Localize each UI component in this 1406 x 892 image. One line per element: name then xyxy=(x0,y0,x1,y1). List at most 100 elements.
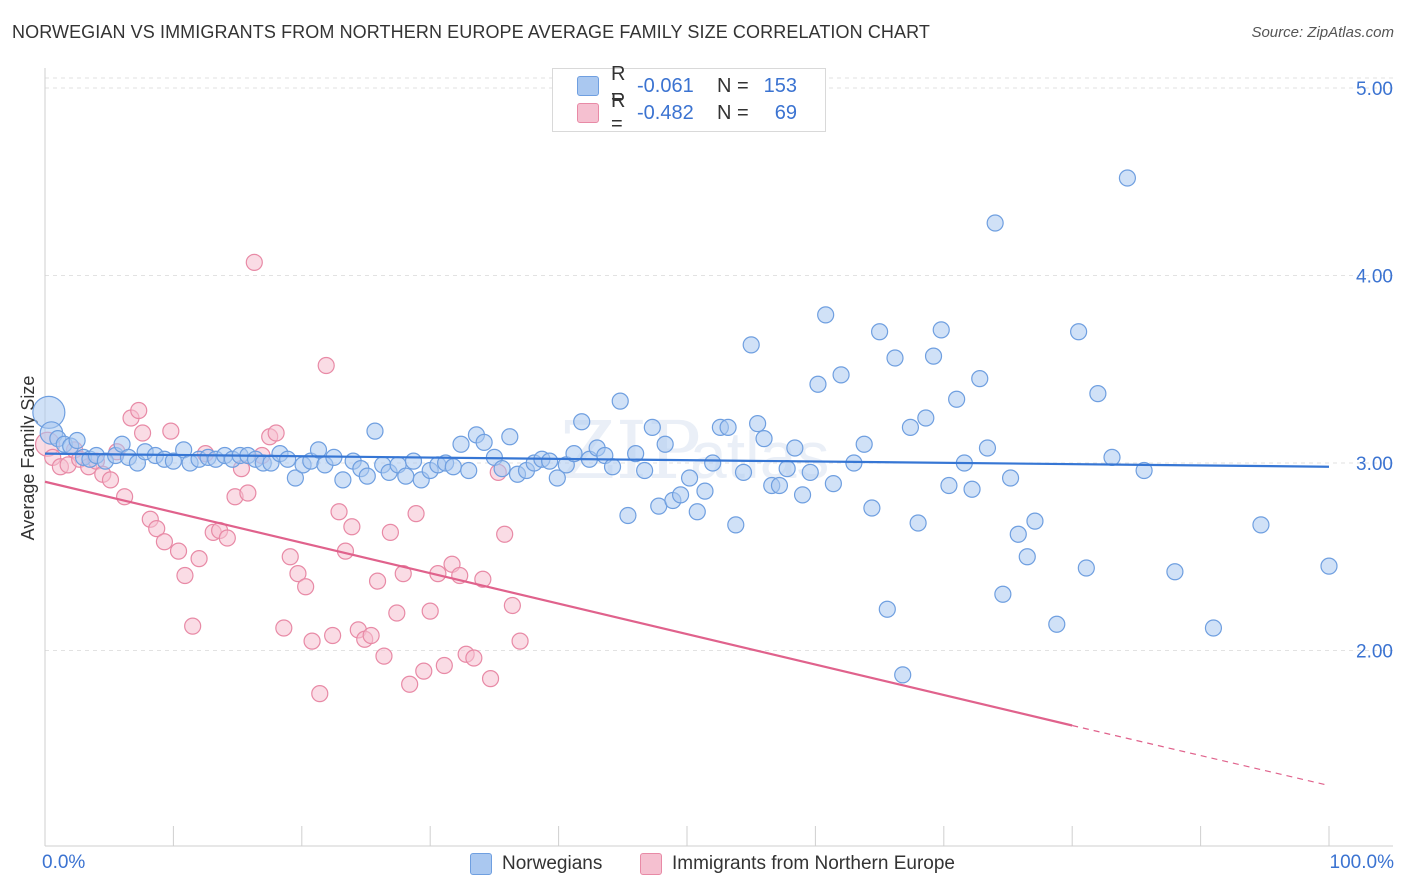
data-point xyxy=(218,529,236,547)
data-point xyxy=(573,413,591,431)
data-point xyxy=(452,435,470,453)
data-point xyxy=(286,469,304,487)
series-immigrants-points xyxy=(34,253,529,703)
data-point xyxy=(289,565,307,583)
data-point xyxy=(501,428,519,446)
data-point xyxy=(334,471,352,489)
data-point xyxy=(245,253,263,271)
correlation-legend: R = -0.061 N = 153 R = -0.482 N = 69 xyxy=(552,63,826,135)
data-point xyxy=(1077,559,1095,577)
data-point xyxy=(778,460,796,478)
y-tick-label: 5.00 xyxy=(1356,79,1393,100)
y-tick-label: 3.00 xyxy=(1356,454,1393,475)
data-point xyxy=(362,626,380,645)
data-point xyxy=(493,460,511,478)
data-point xyxy=(924,347,943,365)
data-point xyxy=(793,486,812,504)
data-point xyxy=(680,469,699,487)
data-point xyxy=(1048,615,1066,633)
y-tick-label: 2.00 xyxy=(1356,642,1393,663)
legend-row-norwegians: R = -0.061 N = 153 xyxy=(577,63,797,108)
data-point xyxy=(133,424,152,442)
data-point xyxy=(1135,461,1153,480)
data-point xyxy=(901,418,920,436)
data-point xyxy=(164,452,182,470)
data-point xyxy=(755,430,773,448)
data-point xyxy=(986,214,1004,232)
data-point xyxy=(656,435,674,453)
data-point xyxy=(1320,557,1338,575)
data-point xyxy=(309,441,328,459)
data-point xyxy=(1001,469,1020,487)
data-point xyxy=(311,685,329,703)
data-point xyxy=(619,506,637,525)
data-point xyxy=(940,476,958,495)
data-point xyxy=(870,323,889,341)
data-point xyxy=(375,647,393,665)
gridlines xyxy=(45,77,1393,651)
n-value: 69 xyxy=(774,101,797,124)
data-point xyxy=(239,484,257,502)
n-label: N = xyxy=(717,101,749,124)
data-point xyxy=(770,476,789,495)
data-point xyxy=(481,670,500,688)
data-point xyxy=(742,336,760,354)
data-point xyxy=(688,503,706,521)
data-point xyxy=(994,585,1012,603)
data-point xyxy=(671,486,690,504)
data-point xyxy=(496,525,514,543)
immigrants-swatch xyxy=(577,103,599,123)
data-point xyxy=(548,469,566,487)
data-point xyxy=(832,366,850,384)
data-point xyxy=(749,415,767,433)
data-point xyxy=(1026,512,1044,530)
data-point xyxy=(407,505,425,523)
data-point xyxy=(68,431,86,450)
data-point xyxy=(978,439,997,457)
x-min-label: 0.0% xyxy=(42,852,86,873)
data-point xyxy=(603,458,622,476)
data-point xyxy=(155,533,174,551)
trend-line-immigrants-extrapolated xyxy=(1072,724,1330,787)
data-point xyxy=(297,578,315,596)
source-label: Source: ZipAtlas.com xyxy=(1251,24,1394,41)
data-point xyxy=(1009,525,1027,543)
data-point xyxy=(719,418,737,436)
norwegians-swatch xyxy=(470,853,492,875)
data-point xyxy=(611,392,629,410)
trend-lines xyxy=(44,452,1330,787)
data-point xyxy=(281,548,299,566)
data-point xyxy=(190,550,208,568)
series-norwegians-points xyxy=(32,169,1338,684)
data-point xyxy=(184,617,202,635)
data-point xyxy=(894,666,912,684)
data-point xyxy=(627,445,645,463)
data-point xyxy=(1204,619,1223,637)
data-point xyxy=(1103,448,1121,466)
data-point xyxy=(275,619,293,637)
data-point xyxy=(734,463,753,481)
data-point xyxy=(267,424,285,442)
data-point xyxy=(824,475,842,493)
data-point xyxy=(886,349,904,367)
data-point xyxy=(169,542,188,560)
data-point xyxy=(863,499,881,517)
r-value: -0.061 xyxy=(637,74,694,97)
data-point xyxy=(511,632,529,650)
data-point xyxy=(541,452,559,470)
data-point xyxy=(421,602,439,620)
data-point xyxy=(148,520,166,538)
data-point xyxy=(809,375,827,393)
r-label: R = xyxy=(611,90,626,135)
data-point xyxy=(366,422,384,440)
data-point xyxy=(358,467,376,485)
data-point xyxy=(279,450,297,468)
data-point xyxy=(909,514,927,532)
legend-item-immigrants[interactable]: Immigrants from Northern Europe xyxy=(640,852,955,876)
data-point xyxy=(324,626,342,645)
data-point xyxy=(330,503,348,521)
data-point xyxy=(948,390,966,408)
n-value: 153 xyxy=(763,74,797,97)
data-point xyxy=(817,306,835,324)
legend-item-norwegians[interactable]: Norwegians xyxy=(470,852,602,876)
